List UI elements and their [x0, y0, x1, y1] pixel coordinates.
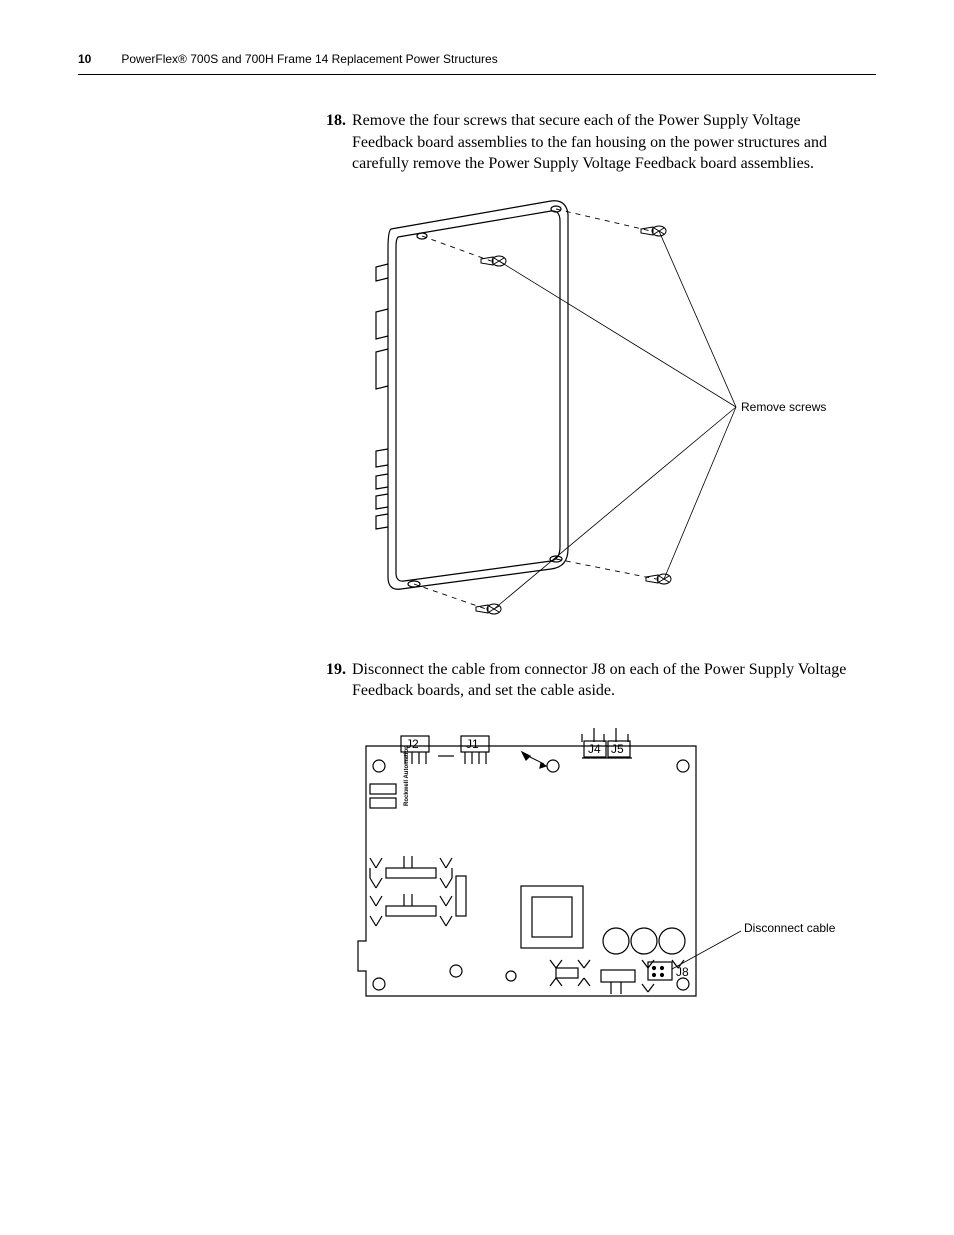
page-number: 10	[78, 52, 91, 66]
label-j5: J5	[611, 742, 624, 756]
label-j4: J4	[588, 742, 601, 756]
step-19: 19. Disconnect the cable from connector …	[318, 659, 864, 702]
header-title: PowerFlex® 700S and 700H Frame 14 Replac…	[121, 52, 497, 66]
step-number: 19.	[318, 659, 346, 702]
callout-disconnect-cable: Disconnect cable	[744, 921, 836, 935]
label-j8: J8	[676, 965, 689, 979]
step-number: 18.	[318, 110, 346, 175]
figure-remove-screws: Remove screws	[346, 189, 864, 629]
label-j1: J1	[466, 737, 479, 751]
step-text: Remove the four screws that secure each …	[352, 110, 864, 175]
callout-remove-screws: Remove screws	[741, 400, 826, 414]
step-text: Disconnect the cable from connector J8 o…	[352, 659, 864, 702]
content-area: 18. Remove the four screws that secure e…	[318, 110, 864, 1046]
brand-text: Rockwell Automation	[404, 745, 410, 806]
step-18: 18. Remove the four screws that secure e…	[318, 110, 864, 175]
page-header: 10 PowerFlex® 700S and 700H Frame 14 Rep…	[78, 52, 876, 75]
figure-disconnect-cable: J2 J1 J4 J5 J8 Rockwell Automation Disco…	[346, 716, 864, 1016]
